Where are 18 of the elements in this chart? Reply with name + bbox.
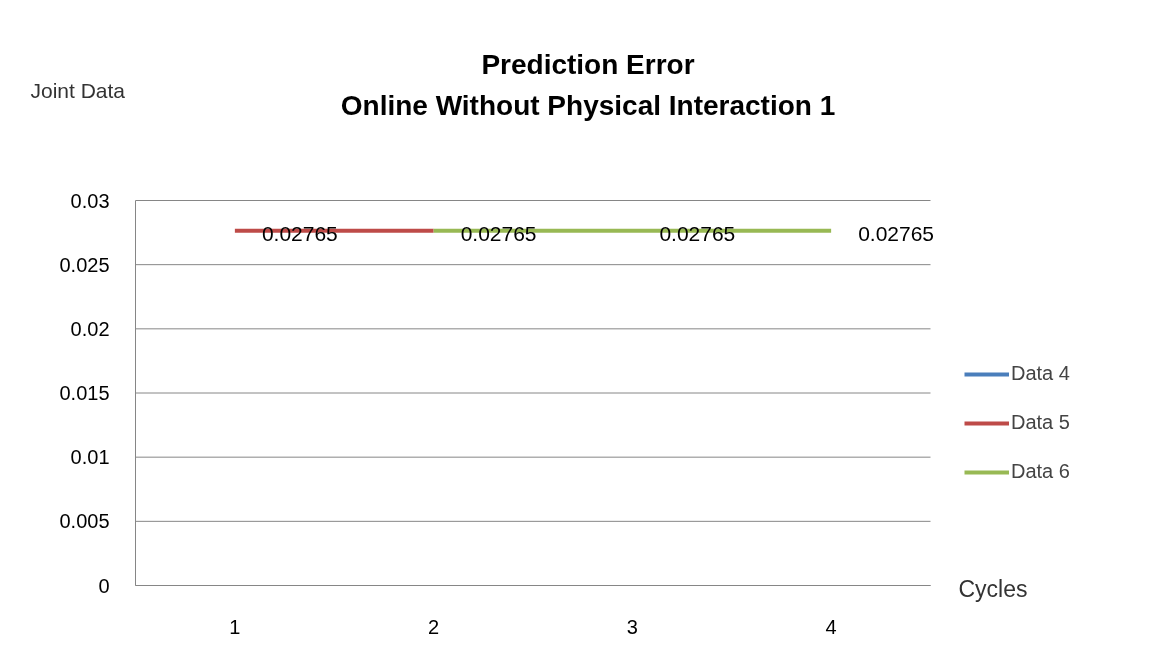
chart-title: Prediction Error Online Without Physical Interaction 1 (340, 48, 836, 122)
x-tick-label: 1 (229, 615, 241, 638)
y-tick-label: 0.02 (70, 317, 110, 340)
legend-label: Data 4 (1011, 362, 1070, 385)
data-label: 0.02765 (858, 221, 935, 245)
legend-label: Data 6 (1011, 460, 1070, 483)
x-tick-label: 3 (626, 615, 638, 638)
y-axis-title: Joint Data (30, 79, 126, 102)
x-axis-title: Cycles (958, 575, 1028, 602)
y-tick-label: 0 (98, 574, 110, 597)
y-tick-label: 0.03 (70, 189, 110, 212)
y-tick-label: 0.005 (59, 510, 110, 533)
x-tick-label: 2 (428, 615, 440, 638)
x-tick-label: 4 (825, 615, 837, 638)
y-tick-label: 0.025 (59, 253, 110, 276)
legend-label: Data 5 (1011, 411, 1070, 434)
y-tick-label: 0.015 (59, 382, 110, 404)
y-tick-label: 0.01 (70, 446, 110, 469)
